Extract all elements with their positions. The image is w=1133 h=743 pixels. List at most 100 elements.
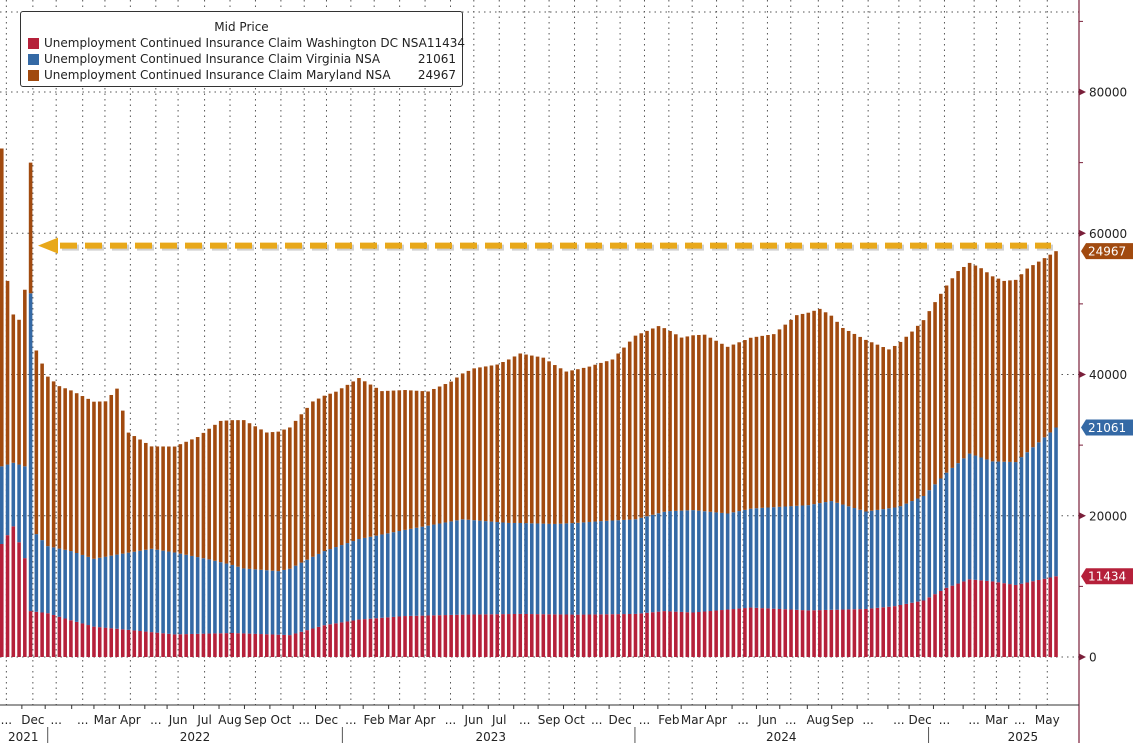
bar-md-164 [944, 285, 949, 473]
y-tick-label-1: 20000 [1089, 509, 1127, 523]
bar-md-137 [789, 319, 793, 507]
bar-md-11 [63, 388, 67, 550]
x-tick-label-42: May [1035, 713, 1060, 727]
bar-dc-86 [495, 614, 500, 657]
bar-md-95 [547, 361, 551, 524]
bar-va-26 [149, 548, 154, 633]
bar-dc-77 [443, 615, 448, 657]
bar-md-4 [23, 289, 27, 467]
bar-va-129 [743, 509, 747, 609]
bar-md-76 [437, 386, 442, 524]
x-tick-label-9: Aug [218, 713, 241, 727]
bar-dc-72 [414, 615, 419, 657]
bar-md-132 [760, 335, 765, 508]
bar-md-136 [783, 324, 788, 507]
bar-dc-97 [558, 614, 563, 657]
bar-dc-154 [887, 606, 891, 657]
bar-va-138 [795, 505, 799, 610]
bar-va-144 [829, 501, 834, 610]
bar-dc-15 [86, 625, 90, 657]
bar-md-23 [132, 436, 137, 552]
bar-md-149 [858, 336, 862, 510]
bar-va-80 [460, 519, 465, 615]
bar-va-127 [731, 512, 736, 610]
bar-va-124 [714, 512, 718, 611]
bar-md-10 [57, 386, 62, 549]
bar-md-22 [126, 432, 131, 553]
bar-dc-93 [535, 614, 540, 657]
bar-va-152 [875, 509, 880, 608]
bar-md-98 [564, 371, 569, 524]
y-tick-marker-2 [1079, 371, 1086, 378]
bar-dc-46 [265, 634, 269, 657]
bar-dc-181 [1042, 578, 1047, 657]
bar-va-100 [576, 522, 580, 615]
bar-dc-131 [754, 607, 759, 657]
bar-va-139 [800, 505, 805, 611]
bar-md-60 [345, 384, 350, 544]
bar-va-61 [351, 541, 355, 621]
bar-va-34 [195, 557, 200, 634]
bar-va-174 [1002, 461, 1006, 584]
bar-va-14 [80, 554, 85, 624]
x-tick-label-32: ... [785, 713, 796, 727]
bar-md-152 [875, 344, 880, 510]
x-tick-label-30: ... [737, 713, 748, 727]
bar-dc-52 [299, 631, 304, 657]
bar-va-40 [230, 564, 235, 633]
bar-md-12 [69, 390, 73, 552]
bar-dc-78 [449, 614, 453, 657]
bar-va-119 [685, 510, 690, 613]
bar-dc-69 [397, 616, 402, 657]
bar-va-33 [190, 555, 194, 634]
bar-dc-88 [506, 614, 511, 657]
bar-dc-105 [604, 614, 609, 657]
bar-va-104 [599, 521, 603, 615]
bar-va-16 [92, 558, 96, 627]
bar-dc-160 [921, 600, 926, 657]
bar-md-144 [829, 315, 834, 502]
legend-item-va: Unemployment Continued Insurance Claim V… [21, 51, 462, 67]
bar-md-175 [1008, 280, 1012, 462]
bar-va-13 [74, 553, 79, 622]
bar-dc-91 [524, 613, 528, 657]
bar-va-17 [97, 557, 102, 628]
bar-dc-153 [881, 607, 885, 657]
bar-va-97 [558, 523, 563, 615]
bar-md-29 [167, 446, 171, 552]
bar-dc-125 [720, 610, 724, 657]
legend-item-md: Unemployment Continued Insurance Claim M… [21, 67, 462, 83]
bar-va-31 [178, 553, 183, 635]
bar-va-62 [357, 539, 361, 620]
bar-md-142 [818, 308, 822, 504]
y-axis: 0 20000 40000 60000 80000 24967 21061 11434 [1078, 0, 1133, 743]
bar-dc-66 [380, 617, 384, 657]
bar-dc-121 [697, 612, 701, 657]
value-badge-text-1: 21061 [1088, 421, 1126, 435]
bar-va-39 [224, 563, 229, 634]
bar-va-114 [656, 513, 661, 612]
x-tick-label-4: Mar [94, 713, 117, 727]
bar-md-62 [357, 378, 361, 540]
bar-md-99 [570, 370, 574, 524]
bar-dc-68 [391, 616, 396, 657]
bar-dc-141 [812, 610, 816, 657]
bar-dc-25 [144, 631, 148, 657]
bar-va-95 [547, 523, 551, 615]
bar-md-6 [34, 350, 39, 535]
bar-va-73 [420, 526, 425, 616]
bar-va-66 [380, 534, 384, 618]
bar-va-74 [426, 525, 430, 616]
bar-va-122 [702, 511, 707, 612]
bar-dc-155 [892, 606, 897, 657]
bar-va-5 [28, 293, 33, 612]
bar-dc-40 [230, 632, 235, 657]
bar-dc-178 [1025, 582, 1030, 657]
x-tick-label-20: Jul [491, 713, 506, 727]
bar-va-2 [11, 462, 16, 527]
bar-va-88 [506, 522, 511, 615]
bar-dc-100 [576, 614, 580, 657]
bar-md-156 [898, 341, 903, 507]
arrow-head-icon [38, 237, 58, 254]
